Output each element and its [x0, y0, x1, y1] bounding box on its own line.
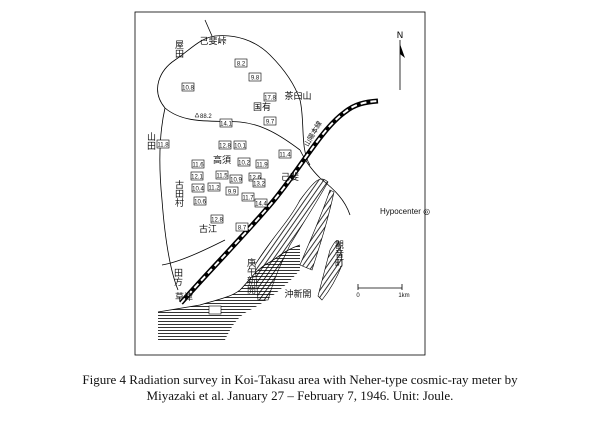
reading: 11.5: [216, 174, 228, 180]
place-label: 屋田: [173, 40, 184, 59]
place-label: 田方: [172, 268, 183, 287]
scale-start: 0: [356, 293, 360, 299]
place-label: 沖新開: [284, 288, 311, 300]
hypocenter: Hypocenter ◎: [380, 207, 430, 216]
reading: 13.2: [253, 182, 265, 188]
reading: 14.1: [220, 122, 232, 128]
reading: 10.6: [194, 200, 206, 206]
reading: 11.6: [192, 163, 204, 169]
scale-end: 1km: [398, 293, 409, 299]
reading-box: [193, 196, 207, 206]
reading: 9.7: [266, 120, 275, 126]
reading: 12.8: [219, 144, 231, 150]
reading-box: [190, 171, 204, 181]
place-label: 古江: [199, 223, 217, 235]
place-label: 庚午新開: [245, 257, 256, 295]
reading-box: [237, 157, 251, 167]
reading-box: [234, 58, 248, 68]
river: [254, 178, 329, 301]
reading: 11.4: [279, 153, 291, 159]
reading-box: [252, 178, 266, 188]
reading-box: [191, 183, 205, 193]
reading-box: [191, 159, 205, 169]
reading: 9.9: [228, 190, 237, 196]
river: [317, 240, 343, 301]
reading-box: [181, 82, 195, 92]
reading-box: [219, 118, 233, 128]
reading: 14.4: [255, 202, 267, 208]
reading-box: [263, 92, 277, 102]
reading: 12.6: [249, 176, 261, 182]
place-label: 茶臼山: [284, 90, 311, 102]
place-label: 古田村: [173, 179, 184, 207]
reading-box: [233, 140, 247, 150]
reading: 10.9: [230, 178, 242, 184]
reading-box: [235, 222, 249, 232]
reading-box: [207, 182, 221, 192]
river: [299, 189, 335, 271]
reading-box: [210, 214, 224, 224]
reading-box: [218, 140, 232, 150]
reading-box: [263, 116, 277, 126]
map-frame: [134, 11, 426, 356]
reading: 11.2: [208, 186, 220, 192]
caption: Figure 4 Radiation survey in Koi-Takasu …: [82, 372, 518, 387]
elevation: 88.2: [200, 114, 212, 120]
reading: 8.7: [238, 226, 247, 232]
caption: Miyazaki et al. January 27 – February 7,…: [147, 388, 454, 403]
reading: 11.9: [256, 163, 268, 169]
north-label: N: [397, 31, 404, 41]
railway-dash: [180, 100, 379, 304]
reading: 17.8: [264, 96, 276, 102]
place-label: 高須: [213, 154, 231, 166]
reading-box: [225, 186, 239, 196]
place-label: 国有: [253, 101, 271, 113]
reading-box: [241, 192, 255, 202]
reading-box: [229, 174, 243, 184]
place-label: 觀音町: [333, 239, 344, 267]
reading-box: [215, 170, 229, 180]
elevation-mark: [194, 112, 200, 118]
reading: 10.8: [182, 86, 194, 92]
reading: 11.7: [242, 196, 254, 202]
reading: 10.4: [192, 187, 204, 193]
place-label: 山田: [145, 132, 156, 151]
reading: 8.2: [237, 62, 246, 68]
place-label: 己斐峠: [199, 35, 226, 47]
place-label: 草津: [175, 291, 193, 303]
reading: 12.1: [191, 175, 203, 181]
reading-box: [255, 159, 269, 169]
reading: 10.2: [238, 161, 250, 167]
reading-box: [156, 139, 170, 149]
north-arrow: [399, 40, 405, 90]
reading: 10.1: [234, 144, 246, 150]
reading-box: [278, 149, 292, 159]
place-label: 己斐: [281, 171, 299, 183]
reading-box: [248, 72, 262, 82]
reading: 12.8: [211, 218, 223, 224]
reading-box: [254, 198, 268, 208]
scale-bar: [357, 284, 403, 290]
boundaries: [157, 19, 351, 291]
reading-box: [208, 305, 222, 315]
reading: 11.8: [157, 143, 169, 149]
reading: 9.8: [251, 76, 260, 82]
